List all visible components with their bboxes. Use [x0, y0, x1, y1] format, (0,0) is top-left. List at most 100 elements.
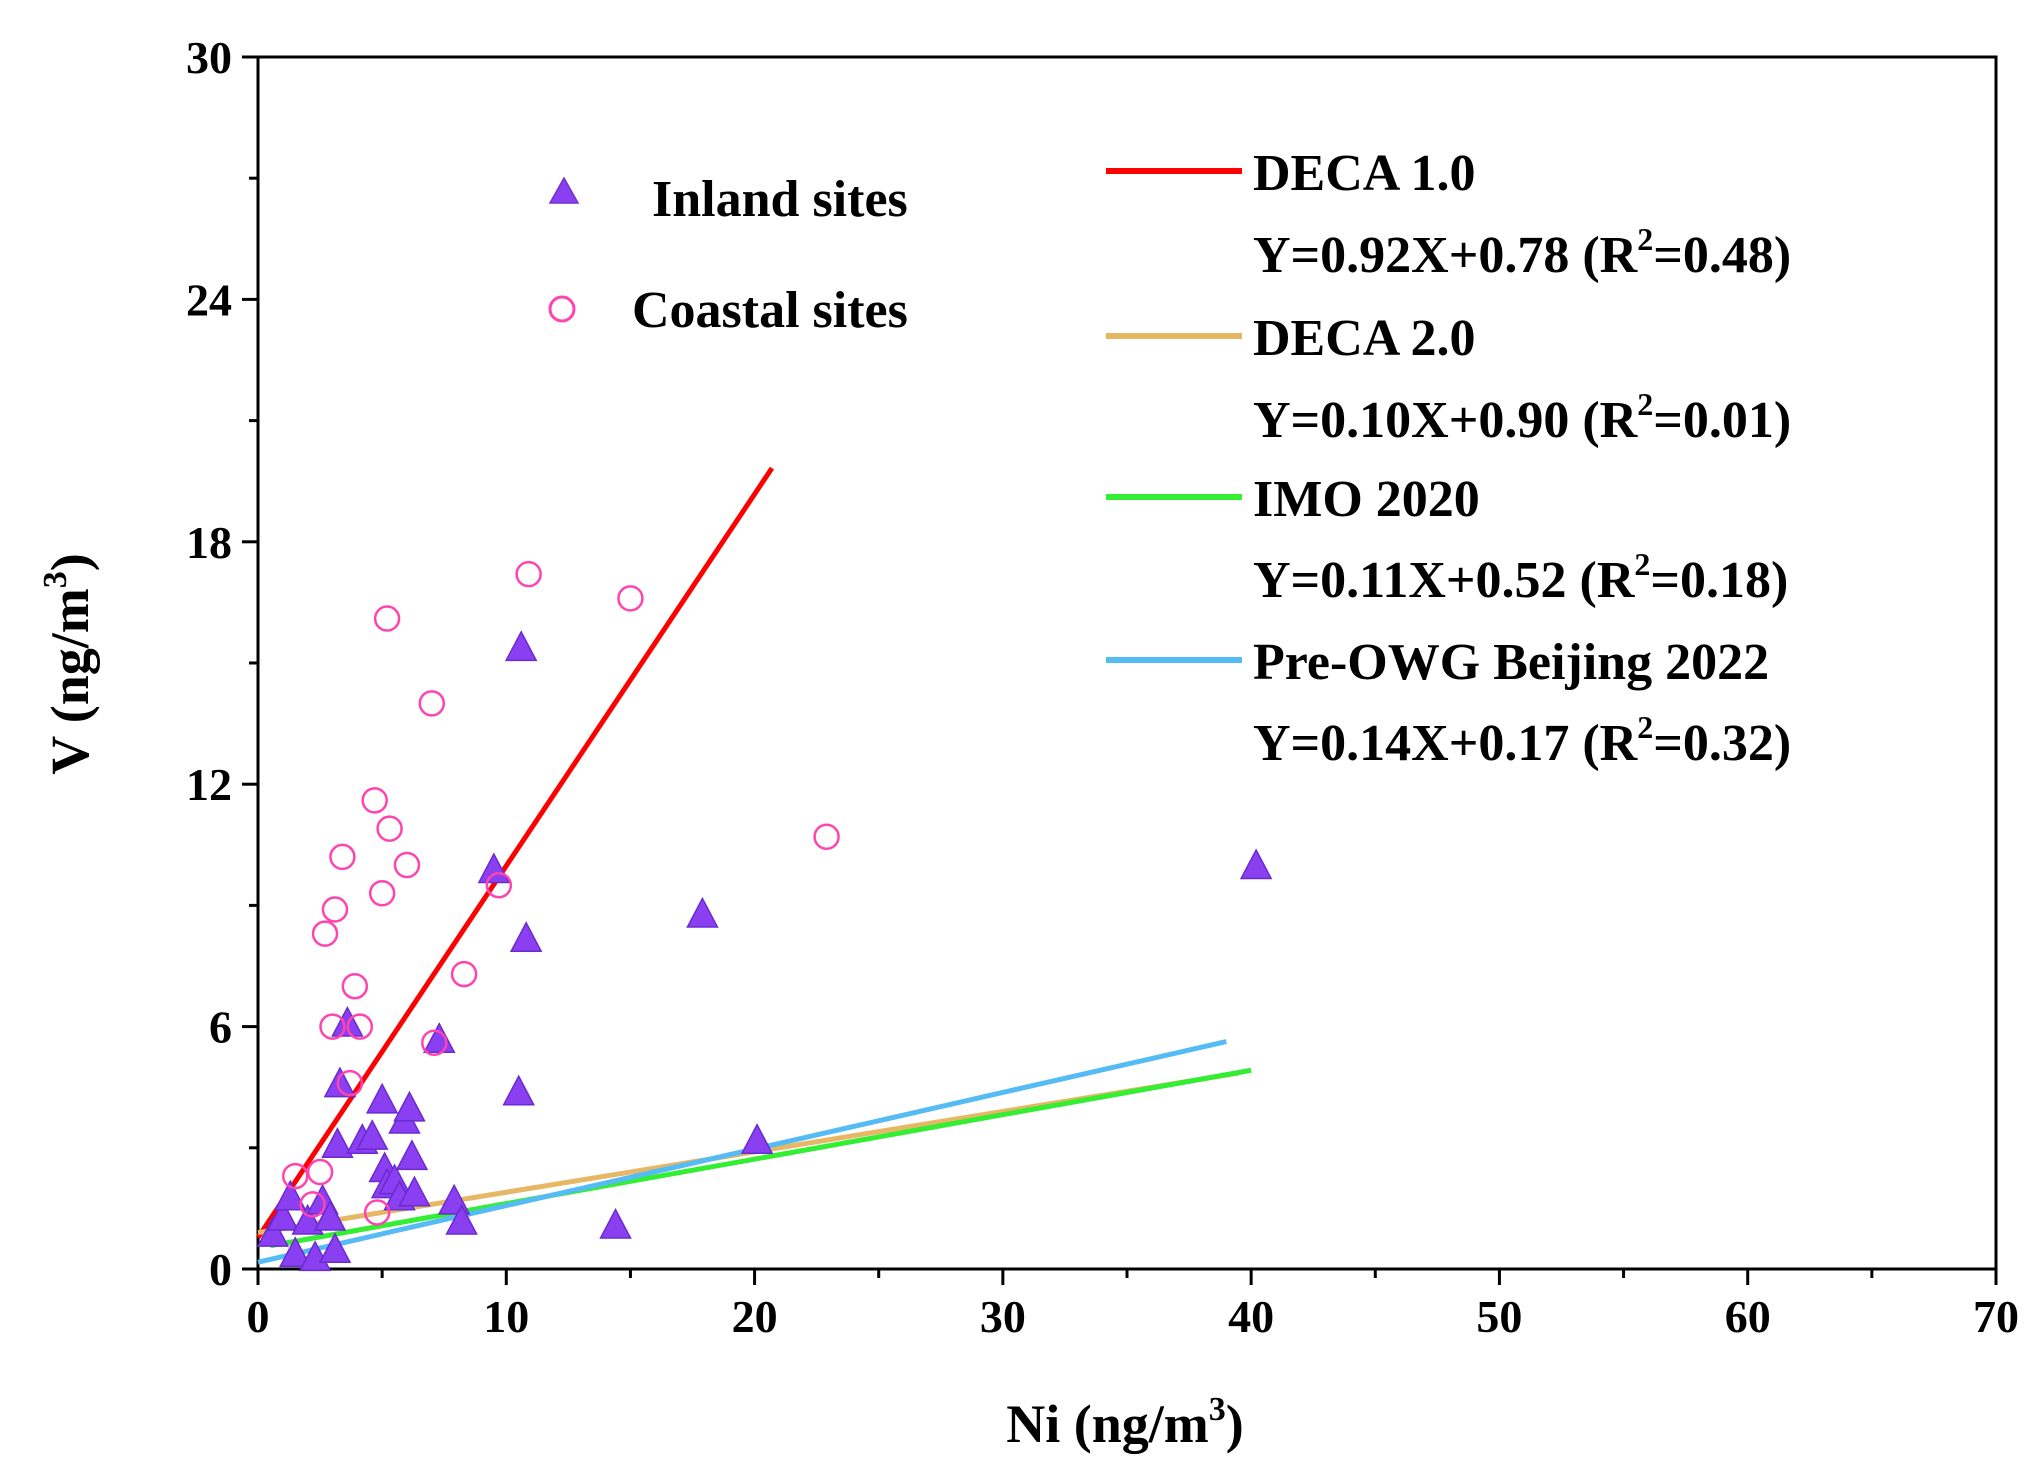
- y-tick-label: 0: [209, 1244, 232, 1295]
- inland-point: [274, 1179, 307, 1211]
- x-tick-label: 70: [1973, 1291, 2019, 1342]
- inland-point: [740, 1123, 774, 1154]
- y-axis-title: V (ng/m3): [37, 553, 100, 775]
- inland-point: [1239, 848, 1273, 880]
- legend-deca2-eq-main: Y=0.10X+0.90 (R: [1253, 392, 1639, 449]
- inland-point: [256, 1216, 290, 1247]
- legend-coastal-marker: [548, 295, 576, 323]
- coastal-point: [393, 851, 421, 879]
- legend-deca1-equation: Y=0.92X+0.78 (R2=0.48): [1253, 221, 1791, 284]
- y-axis-title-main: V (ng/m: [40, 588, 100, 775]
- x-axis-ticks: 0 10 20 30 40 50 60 70: [247, 1269, 2019, 1342]
- inland-point: [313, 1199, 347, 1231]
- coastal-point: [376, 815, 403, 842]
- legend-imo-eq-sup: 2: [1634, 546, 1650, 582]
- legend-deca1-eq-main: Y=0.92X+0.78 (R: [1253, 227, 1639, 284]
- coastal-points: [281, 560, 840, 1226]
- coastal-point: [299, 1191, 326, 1218]
- legend-deca2-eq-end: =0.01): [1653, 392, 1791, 449]
- coastal-point: [450, 960, 478, 988]
- inland-point: [365, 1082, 399, 1114]
- y-tick-label: 30: [186, 32, 232, 83]
- coastal-point: [421, 1029, 448, 1057]
- inland-point: [398, 1175, 431, 1207]
- x-tick-label: 10: [483, 1291, 529, 1342]
- inland-point: [686, 896, 719, 928]
- coastal-point: [346, 1013, 374, 1040]
- coastal-point: [361, 787, 388, 814]
- legend-owg-eq-sup: 2: [1637, 709, 1653, 745]
- legend-owg-eq-end: =0.32): [1653, 715, 1791, 772]
- legend-deca2-equation: Y=0.10X+0.90 (R2=0.01): [1253, 386, 1791, 449]
- x-axis-title-end: ): [1226, 1394, 1244, 1454]
- inland-point: [477, 852, 511, 884]
- inland-point: [318, 1232, 352, 1264]
- legend-inland-marker: [548, 176, 580, 204]
- inland-point: [321, 1127, 354, 1159]
- inland-point: [291, 1203, 324, 1235]
- coastal-point: [329, 843, 356, 871]
- inland-point: [509, 921, 543, 952]
- coastal-point: [336, 1069, 364, 1097]
- legend-coastal-label: Coastal sites: [632, 282, 908, 339]
- legend-deca2-name: DECA 2.0: [1253, 310, 1475, 367]
- x-tick-label: 40: [1228, 1291, 1274, 1342]
- legend-deca1-eq-end: =0.48): [1653, 227, 1791, 284]
- x-tick-label: 0: [247, 1291, 270, 1342]
- coastal-point: [363, 1199, 391, 1226]
- inland-point: [445, 1203, 478, 1235]
- x-tick-label: 50: [1476, 1291, 1522, 1342]
- coastal-point: [321, 896, 349, 923]
- coastal-point: [373, 605, 401, 632]
- coastal-point: [341, 972, 369, 1000]
- legend-owg-name: Pre-OWG Beijing 2022: [1253, 634, 1769, 691]
- legend-scatter: Inland sites Coastal sites: [548, 171, 908, 339]
- y-tick-label: 18: [186, 517, 232, 568]
- legend-fits: DECA 1.0 Y=0.92X+0.78 (R2=0.48) DECA 2.0…: [1106, 145, 1791, 772]
- inland-point: [599, 1207, 632, 1239]
- legend-owg-equation: Y=0.14X+0.17 (R2=0.32): [1253, 709, 1791, 772]
- x-axis-title-main: Ni (ng/m: [1006, 1394, 1209, 1454]
- legend-imo-equation: Y=0.11X+0.52 (R2=0.18): [1253, 546, 1788, 609]
- inland-point: [355, 1119, 389, 1150]
- inland-points: [256, 630, 1273, 1272]
- y-tick-label: 6: [209, 1002, 232, 1053]
- y-tick-label: 12: [186, 759, 232, 810]
- fit-line-0: [255, 466, 775, 1239]
- inland-point: [279, 1236, 312, 1268]
- coastal-point: [368, 880, 396, 907]
- legend-deca1-eq-sup: 2: [1637, 221, 1653, 257]
- legend-imo-eq-end: =0.18): [1650, 552, 1788, 609]
- legend-imo-name: IMO 2020: [1253, 471, 1480, 528]
- legend-owg-eq-main: Y=0.14X+0.17 (R: [1253, 715, 1639, 772]
- coastal-point: [306, 1158, 334, 1186]
- coastal-point: [813, 823, 840, 850]
- y-axis-ticks: 0 6 12 18 24 30: [186, 32, 258, 1295]
- coastal-point: [418, 690, 446, 717]
- inland-point: [393, 1090, 426, 1122]
- inland-point: [323, 1066, 357, 1098]
- inland-point: [395, 1139, 429, 1171]
- x-axis-title-sup: 3: [1209, 1391, 1226, 1428]
- coastal-point: [485, 871, 513, 899]
- legend-deca1-name: DECA 1.0: [1253, 145, 1475, 202]
- inland-point: [266, 1199, 300, 1231]
- x-tick-label: 20: [732, 1291, 778, 1342]
- y-axis-title-sup: 3: [37, 571, 74, 588]
- coastal-point: [311, 920, 339, 947]
- coastal-point: [617, 585, 644, 612]
- inland-point: [502, 1074, 535, 1106]
- x-tick-label: 30: [980, 1291, 1026, 1342]
- inland-point: [423, 1022, 456, 1053]
- coastal-point: [515, 560, 542, 588]
- legend-deca2-eq-sup: 2: [1637, 386, 1653, 422]
- coastal-point: [319, 1013, 346, 1040]
- coastal-point: [281, 1162, 309, 1190]
- x-axis-title: Ni (ng/m3): [1006, 1391, 1243, 1454]
- y-tick-label: 24: [186, 274, 232, 325]
- legend-inland-label: Inland sites: [652, 171, 908, 228]
- legend-imo-eq-main: Y=0.11X+0.52 (R: [1253, 552, 1636, 609]
- x-tick-label: 60: [1725, 1291, 1771, 1342]
- y-axis-title-end: ): [40, 553, 100, 571]
